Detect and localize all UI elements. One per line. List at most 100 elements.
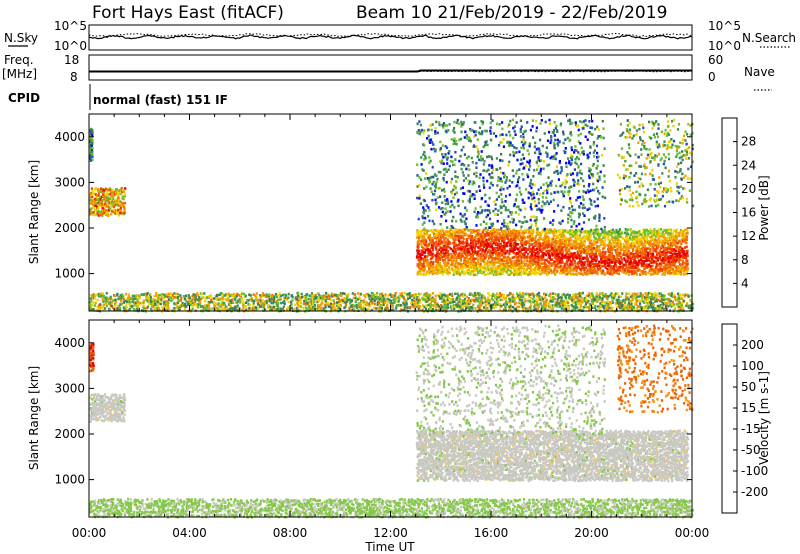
power-cell xyxy=(179,299,183,302)
power-cell xyxy=(383,301,386,304)
power-cell xyxy=(429,301,432,305)
power-cell xyxy=(554,292,557,296)
power-cell xyxy=(558,228,561,232)
power-cell xyxy=(415,305,418,308)
power-cell xyxy=(498,308,501,312)
power-cell xyxy=(419,301,422,304)
power-cell xyxy=(182,304,185,307)
power-cell xyxy=(516,251,519,255)
power-cell xyxy=(431,255,434,258)
power-cell xyxy=(407,297,410,300)
power-cell xyxy=(590,256,593,259)
power-cell xyxy=(556,269,559,273)
power-cell xyxy=(422,304,425,307)
power-cell xyxy=(285,294,288,297)
power-cell xyxy=(596,270,599,274)
freq-label-top: Freq. xyxy=(4,53,34,67)
power-cell xyxy=(118,295,121,299)
power-cell xyxy=(504,297,507,300)
power-cell xyxy=(255,298,258,302)
power-cell xyxy=(495,301,498,305)
power-cell xyxy=(179,294,182,297)
power-cell xyxy=(179,304,182,307)
power-cell xyxy=(199,300,202,304)
power-cell xyxy=(117,192,120,196)
power-cell xyxy=(645,250,648,253)
power-cell xyxy=(576,295,580,299)
power-cell xyxy=(120,302,124,306)
power-cell xyxy=(303,299,306,303)
power-cell xyxy=(445,304,448,307)
power-cell xyxy=(429,305,432,309)
power-cell xyxy=(652,303,655,306)
power-cell xyxy=(461,302,465,305)
power-cell xyxy=(472,294,475,297)
power-cell xyxy=(189,303,192,307)
power-cell xyxy=(417,245,420,249)
power-cell xyxy=(458,306,461,310)
power-cell xyxy=(354,299,358,302)
power-cell xyxy=(451,305,454,308)
power-cell xyxy=(319,308,322,312)
power-cell xyxy=(562,234,565,237)
power-cell xyxy=(265,301,268,305)
power-cell xyxy=(585,294,588,298)
power-cell xyxy=(494,249,497,253)
power-cell xyxy=(435,308,438,312)
power-cell xyxy=(417,304,420,308)
power-cell xyxy=(644,244,647,248)
power-cell xyxy=(252,304,255,308)
power-cell xyxy=(611,306,614,310)
power-cell xyxy=(373,302,376,306)
power-cell xyxy=(455,296,459,300)
power-cell xyxy=(115,300,118,304)
power-cell xyxy=(566,272,569,276)
power-cell xyxy=(442,306,445,310)
power-cell xyxy=(619,239,622,243)
power-cell xyxy=(218,307,221,310)
power-cell xyxy=(478,308,481,311)
power-cell xyxy=(188,299,191,302)
power-cell xyxy=(442,303,446,306)
power-cell xyxy=(540,237,543,241)
power-cell xyxy=(624,251,627,254)
power-cell xyxy=(587,249,590,252)
power-cell xyxy=(638,295,641,298)
power-cell xyxy=(477,296,480,300)
power-cell xyxy=(209,300,212,304)
power-cell xyxy=(559,265,562,268)
power-cell xyxy=(388,298,391,302)
power-cell xyxy=(386,306,389,310)
power-cell xyxy=(403,305,407,309)
power-cell xyxy=(459,305,462,309)
power-cell xyxy=(205,296,209,299)
power-cell xyxy=(123,193,127,196)
power-cell xyxy=(404,300,407,304)
power-cell xyxy=(262,293,266,297)
power-cell xyxy=(297,299,300,303)
power-cell xyxy=(493,294,496,297)
power-cell xyxy=(452,261,455,265)
power-cell xyxy=(475,292,479,296)
power-cell xyxy=(516,292,519,295)
power-cell xyxy=(294,303,297,306)
power-cell xyxy=(413,296,416,299)
power-cell xyxy=(119,297,122,300)
power-cell xyxy=(359,297,362,301)
power-cell xyxy=(443,296,446,299)
power-cell xyxy=(570,268,573,271)
power-cell xyxy=(314,293,317,297)
power-cell xyxy=(428,298,431,302)
power-cell xyxy=(460,304,463,307)
power-cell xyxy=(548,303,551,307)
power-cell xyxy=(177,296,180,299)
power-cell xyxy=(175,306,178,310)
power-cell xyxy=(173,302,176,305)
power-cell xyxy=(552,296,555,300)
power-cell xyxy=(371,297,374,300)
power-cell xyxy=(268,299,271,303)
power-cell xyxy=(477,292,480,295)
power-cell xyxy=(446,298,449,302)
power-cell xyxy=(310,292,314,295)
power-cell xyxy=(112,306,115,309)
